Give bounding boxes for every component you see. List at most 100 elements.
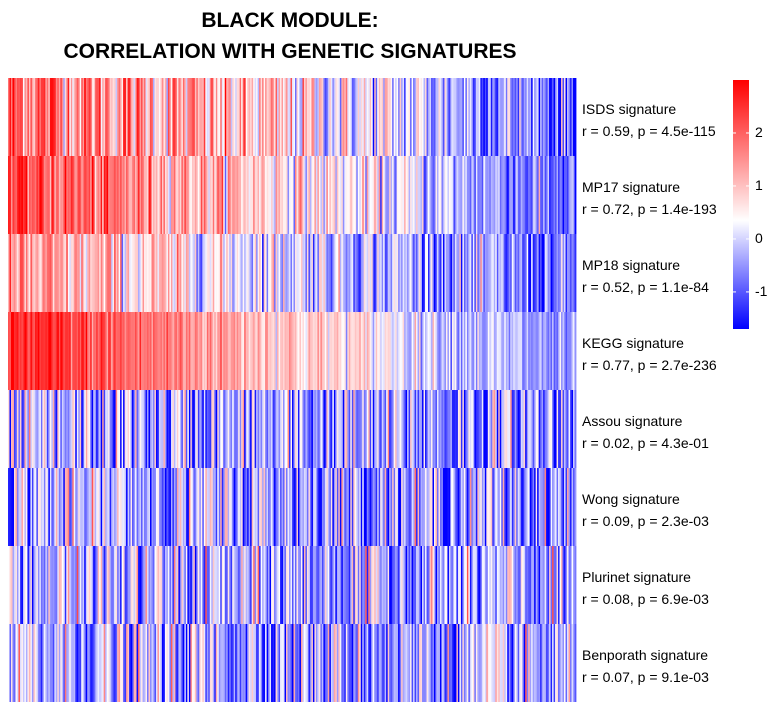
heatmap-cell — [103, 390, 106, 468]
heatmap-cell — [439, 546, 442, 624]
heatmap-cell — [294, 390, 297, 468]
heatmap-cell — [472, 468, 475, 546]
heatmap-cell — [145, 234, 148, 312]
heatmap-cell — [338, 546, 341, 624]
heatmap-cell — [90, 78, 93, 156]
heatmap-cell — [190, 546, 193, 624]
heatmap-cell — [523, 234, 526, 312]
heatmap-cell — [82, 78, 85, 156]
heatmap-cell — [202, 234, 205, 312]
heatmap-cell — [416, 312, 418, 390]
heatmap-cell — [371, 156, 374, 234]
heatmap-cell — [345, 468, 348, 546]
heatmap-cell — [99, 468, 102, 546]
heatmap-cell — [438, 312, 441, 390]
heatmap-cell — [460, 312, 463, 390]
heatmap-cell — [221, 546, 224, 624]
heatmap-cell — [386, 546, 389, 624]
heatmap-cell — [36, 546, 39, 624]
heatmap-cell — [164, 546, 167, 624]
heatmap-cell — [465, 546, 468, 624]
heatmap-cell — [193, 312, 196, 390]
heatmap-cell — [126, 624, 128, 702]
heatmap-cell — [21, 156, 24, 234]
heatmap-cell — [339, 546, 342, 624]
heatmap-cell — [534, 156, 537, 234]
heatmap-cell — [22, 468, 25, 546]
heatmap-cell — [34, 546, 37, 624]
heatmap-cell — [111, 234, 114, 312]
heatmap-cell — [550, 312, 553, 390]
heatmap-cell — [15, 390, 18, 468]
heatmap-cell — [205, 156, 208, 234]
heatmap-cell — [144, 546, 146, 624]
heatmap-cell — [42, 234, 45, 312]
heatmap-cell — [468, 468, 471, 546]
heatmap-cell — [76, 156, 79, 234]
heatmap-cell — [289, 78, 291, 156]
heatmap-cell — [293, 468, 296, 546]
heatmap-cell — [531, 624, 534, 702]
heatmap-cell — [191, 312, 194, 390]
heatmap-cell — [133, 78, 136, 156]
heatmap-cell — [296, 78, 299, 156]
heatmap-cell — [462, 156, 465, 234]
heatmap-cell — [155, 546, 158, 624]
heatmap-cell — [447, 624, 450, 702]
heatmap-cell — [25, 390, 28, 468]
heatmap-cell — [474, 234, 477, 312]
heatmap-cell — [256, 624, 259, 702]
heatmap-cell — [63, 78, 66, 156]
heatmap-cell — [422, 468, 424, 546]
heatmap-cell — [93, 78, 96, 156]
heatmap-cell — [103, 546, 106, 624]
heatmap-cell — [218, 78, 221, 156]
heatmap-cell — [212, 624, 215, 702]
heatmap-cell — [306, 468, 309, 546]
heatmap-cell — [232, 156, 235, 234]
heatmap-cell — [129, 624, 131, 702]
heatmap-cell — [466, 546, 469, 624]
heatmap-cell — [495, 624, 498, 702]
heatmap-cell — [462, 312, 465, 390]
heatmap-cell — [69, 624, 72, 702]
heatmap-cell — [280, 546, 282, 624]
heatmap-cell — [154, 312, 157, 390]
heatmap-cell — [404, 624, 406, 702]
heatmap-cell — [121, 546, 124, 624]
heatmap-cell — [173, 390, 176, 468]
heatmap-cell — [275, 156, 278, 234]
heatmap-cell — [311, 468, 314, 546]
heatmap-cell — [277, 468, 279, 546]
heatmap-cell — [54, 156, 57, 234]
heatmap-cell — [314, 78, 317, 156]
heatmap-cell — [154, 78, 157, 156]
heatmap-cell — [179, 390, 182, 468]
heatmap-cell — [138, 546, 140, 624]
heatmap-cell — [552, 156, 554, 234]
heatmap-cell — [353, 546, 356, 624]
heatmap-cell — [435, 156, 438, 234]
heatmap-cell — [281, 390, 284, 468]
heatmap-cell — [447, 156, 450, 234]
heatmap-cell — [435, 468, 438, 546]
heatmap-cell — [522, 624, 525, 702]
heatmap-cell — [235, 546, 238, 624]
heatmap-cell — [136, 78, 139, 156]
heatmap-cell — [492, 156, 495, 234]
heatmap-cell — [69, 156, 72, 234]
heatmap-cell — [160, 156, 163, 234]
heatmap-cell — [278, 546, 281, 624]
heatmap-cell — [286, 468, 288, 546]
heatmap-cell — [299, 234, 302, 312]
heatmap-cell — [117, 312, 120, 390]
heatmap-cell — [353, 624, 356, 702]
heatmap-cell — [486, 546, 489, 624]
heatmap-cell — [24, 546, 27, 624]
heatmap-cell — [445, 156, 448, 234]
heatmap-cell — [117, 390, 120, 468]
heatmap-cell — [147, 234, 149, 312]
heatmap-cell — [306, 390, 309, 468]
heatmap-cell — [27, 468, 30, 546]
heatmap-cell — [550, 390, 553, 468]
